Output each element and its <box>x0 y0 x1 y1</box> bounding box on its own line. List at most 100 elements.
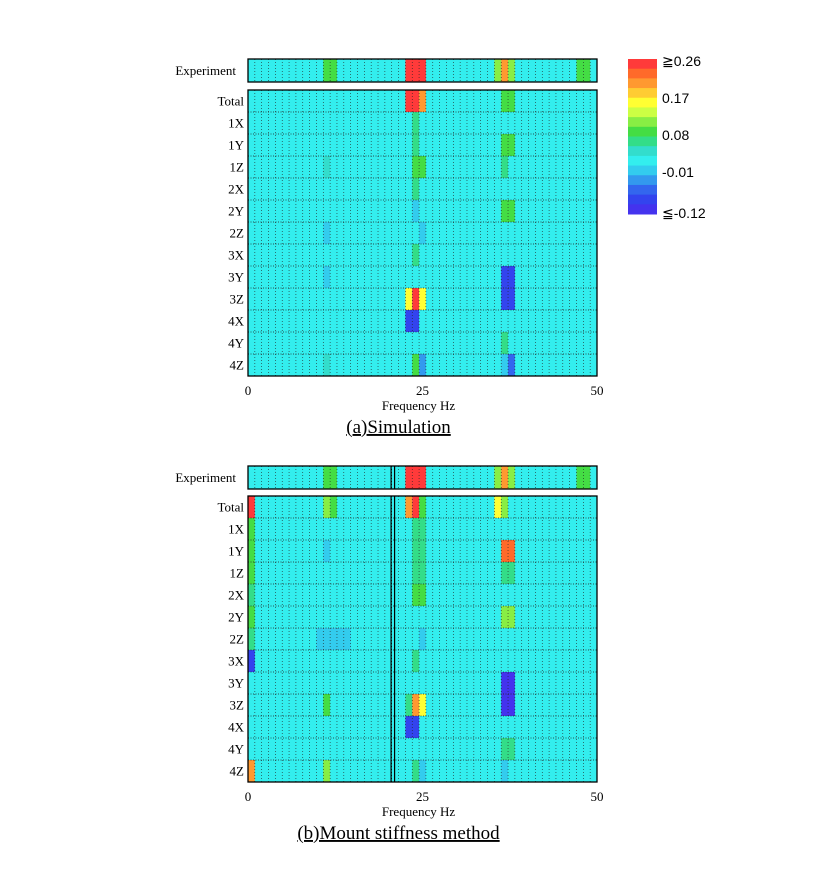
colorbar-label: ≦-0.12 <box>662 205 706 221</box>
heatmap-row-bg <box>248 332 597 354</box>
x-tick-label: 50 <box>591 789 604 804</box>
row-label: 1Y <box>228 544 245 559</box>
heatmap-cell <box>501 760 509 782</box>
row-label: 1Z <box>230 566 245 581</box>
heatmap-cell <box>412 244 420 266</box>
heatmap-row-bg <box>248 178 597 200</box>
colorbar-segment <box>628 155 657 167</box>
row-label: Experiment <box>175 63 236 78</box>
row-label: 3X <box>228 248 245 263</box>
row-label: 2Z <box>230 632 245 647</box>
row-label: 1Y <box>228 138 245 153</box>
colorbar-segment <box>628 126 657 137</box>
heatmap-row-bg <box>248 244 597 266</box>
heatmap-cell <box>419 628 426 650</box>
x-tick-label: 25 <box>416 383 429 398</box>
heatmap-cell <box>248 628 255 650</box>
heatmap-cell <box>419 288 426 310</box>
heatmap-cell <box>501 288 515 310</box>
heatmap-mount-stiffness: Experiment Total 1X 1Y 1Z 2X 2Y 2Z 3X 3Y 3Z 4X 4Y 4Z0… <box>175 465 604 844</box>
heatmap-cell <box>248 562 255 584</box>
heatmap-cell <box>508 59 515 82</box>
heatmap-cell <box>412 496 420 518</box>
heatmap-cell <box>501 694 515 716</box>
heatmap-cell <box>412 694 420 716</box>
row-label: 3X <box>228 654 245 669</box>
heatmap-cell <box>248 540 255 562</box>
heatmap-cell <box>412 288 420 310</box>
row-label: 2X <box>228 588 245 603</box>
heatmap-cell <box>419 496 426 518</box>
heatmap-cell <box>419 354 426 376</box>
heatmap-cell <box>330 496 337 518</box>
heatmap-cell <box>323 760 331 782</box>
grid-frame <box>247 495 598 783</box>
heatmap-row-bg <box>248 266 597 288</box>
heatmap-cell <box>501 90 515 112</box>
colorbar-segment <box>628 146 657 157</box>
colorbar-label: 0.08 <box>662 127 689 143</box>
x-axis-label: Frequency Hz <box>382 804 456 819</box>
heatmap-cell <box>405 466 426 489</box>
heatmap-cell <box>412 200 420 222</box>
heatmap-cell <box>405 694 413 716</box>
heatmap-cell <box>501 466 509 489</box>
heatmap-cell <box>248 606 255 628</box>
x-tick-label: 50 <box>591 383 604 398</box>
colorbar-segment <box>628 88 657 99</box>
heatmap-cell <box>494 496 502 518</box>
row-label: 4Z <box>230 764 245 779</box>
heatmap-cell <box>323 59 337 82</box>
x-tick-label: 0 <box>245 789 252 804</box>
row-label: 4Z <box>230 358 245 373</box>
heatmap-cell <box>248 518 255 540</box>
colorbar-label: ≧0.26 <box>662 53 701 69</box>
heatmap-cell <box>494 59 502 82</box>
row-label: 3Y <box>228 270 245 285</box>
heatmap-cell <box>412 156 426 178</box>
row-label: 2Y <box>228 204 245 219</box>
heatmap-cell <box>323 156 331 178</box>
heatmap-cell <box>248 650 255 672</box>
colorbar-segment <box>628 175 657 186</box>
row-label: 1Z <box>230 160 245 175</box>
heatmap-cell <box>501 562 515 584</box>
heatmap-cell <box>323 496 331 518</box>
panel-title: (b)Mount stiffness method <box>297 823 500 844</box>
heatmap-cell <box>323 354 331 376</box>
heatmap-row-bg <box>248 716 597 738</box>
row-label: 1X <box>228 522 245 537</box>
experiment-frame <box>247 58 598 83</box>
heatmap-cell <box>419 222 426 244</box>
colorbar-segment <box>628 194 657 205</box>
heatmap-row-bg <box>248 112 597 134</box>
row-label: Total <box>217 94 244 109</box>
row-label: 4Y <box>228 336 245 351</box>
heatmap-cell <box>323 694 331 716</box>
x-axis-label: Frequency Hz <box>382 398 456 413</box>
row-label: 4X <box>228 720 245 735</box>
grid-columns <box>254 59 591 376</box>
colorbar-legend: ≧0.26 0.17 0.08 -0.01 ≦-0.12 <box>628 53 706 221</box>
heatmap-cell <box>248 496 255 518</box>
heatmap-cell <box>508 354 515 376</box>
heatmap-cell <box>412 760 420 782</box>
heatmap-cell <box>576 466 591 489</box>
heatmap-cell <box>412 650 420 672</box>
heatmap-cell <box>405 90 420 112</box>
row-label: 4X <box>228 314 245 329</box>
heatmap-cell <box>501 496 509 518</box>
colorbar-segment <box>628 107 657 118</box>
colorbar-segment <box>628 97 657 108</box>
row-label: 2X <box>228 182 245 197</box>
heatmap-simulation: Experiment Total 1X 1Y 1Z 2X 2Y 2Z 3X 3Y 3Z 4X 4Y 4Z0… <box>175 58 604 438</box>
colorbar-segment <box>628 136 657 147</box>
row-label: Experiment <box>175 470 236 485</box>
heatmap-cell <box>576 59 591 82</box>
colorbar-segment <box>628 184 657 196</box>
row-label: 2Y <box>228 610 245 625</box>
heatmap-cell <box>405 59 426 82</box>
heatmap-row-bg <box>248 310 597 332</box>
x-tick-label: 0 <box>245 383 252 398</box>
heatmap-cell <box>501 332 509 354</box>
